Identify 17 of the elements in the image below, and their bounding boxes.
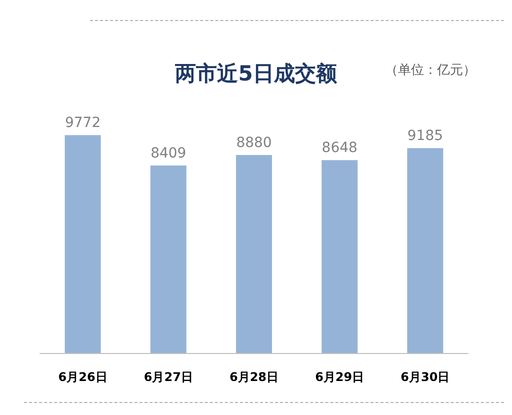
- x-tick-label: 6月29日: [315, 370, 364, 384]
- bar: [322, 160, 358, 353]
- data-label: 8409: [150, 145, 186, 162]
- bar: [407, 148, 444, 353]
- data-label: 8880: [236, 134, 272, 151]
- bar: [150, 165, 186, 353]
- chart-title: 两市近5日成交额: [174, 62, 338, 86]
- text: （单位：亿元）: [385, 63, 476, 78]
- x-tick-label: 6月26日: [58, 370, 108, 384]
- bar: [64, 135, 101, 353]
- data-label: 9185: [407, 128, 444, 144]
- x-tick-label: 6月28日: [229, 370, 279, 384]
- bar: [236, 154, 272, 353]
- data-label: 8648: [322, 140, 358, 156]
- x-tick-label: 6月30日: [400, 370, 450, 384]
- data-label: 9772: [64, 115, 101, 132]
- x-tick-label: 6月27日: [144, 370, 193, 384]
